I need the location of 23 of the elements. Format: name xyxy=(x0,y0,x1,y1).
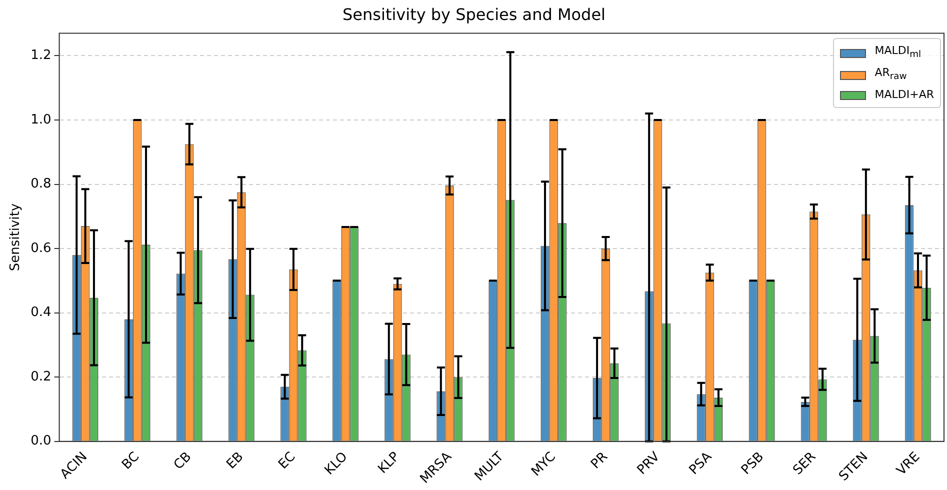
legend-label: AR$_{raw}$ xyxy=(874,65,907,84)
y-tick-label: 1.2 xyxy=(30,48,52,64)
y-tick-label: 0.8 xyxy=(30,176,52,192)
x-tick-label: BC xyxy=(119,449,143,473)
x-tick-label: EC xyxy=(276,449,299,472)
y-tick-label: 0.2 xyxy=(30,369,52,384)
legend-label: MALDI$_{ml}$ xyxy=(874,43,922,62)
x-tick-label: KLP xyxy=(375,449,403,477)
legend-label: MALDI+AR xyxy=(874,87,934,104)
y-tick-label: 1.0 xyxy=(30,112,52,128)
x-tick-label: PR xyxy=(588,449,611,472)
y-tick-label: 0.6 xyxy=(30,240,52,256)
x-tick-label: SER xyxy=(790,449,820,478)
x-tick-label: VRE xyxy=(894,449,924,479)
y-tick-label: 0.0 xyxy=(30,434,52,449)
y-tick-label: 0.4 xyxy=(30,305,52,320)
x-tick-label: KLO xyxy=(322,449,351,478)
x-tick-label: PSA xyxy=(686,449,716,478)
x-tick-label: CB xyxy=(171,449,195,473)
x-tick-label: EB xyxy=(224,449,247,472)
chart-title: Sensitivity by Species and Model xyxy=(342,4,606,24)
y-axis-title: Sensitivity xyxy=(8,203,24,272)
x-tick-label: PSB xyxy=(738,449,768,478)
